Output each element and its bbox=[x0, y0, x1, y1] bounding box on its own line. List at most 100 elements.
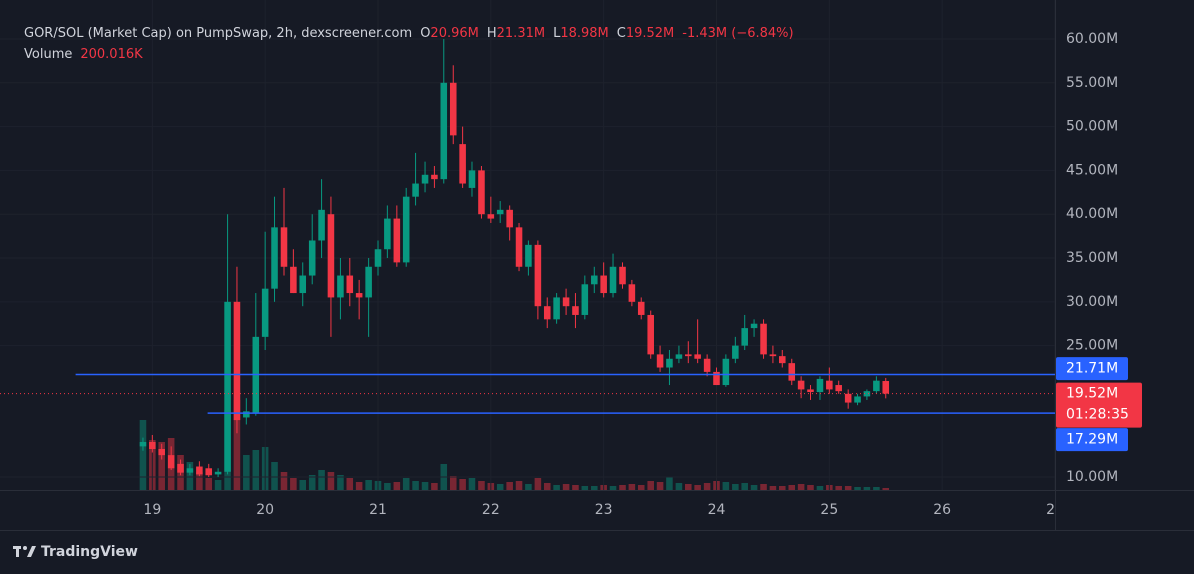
last-price-box bbox=[1056, 382, 1142, 428]
volume-bar bbox=[844, 486, 852, 490]
candle-body bbox=[280, 227, 288, 267]
x-tick-label: 22 bbox=[482, 502, 500, 518]
candle-body bbox=[299, 275, 307, 294]
candle-body bbox=[487, 214, 495, 219]
candle-body bbox=[694, 354, 701, 359]
y-tick-label: 55.00M bbox=[1066, 75, 1118, 91]
volume-bar bbox=[402, 478, 410, 490]
candle-body bbox=[543, 306, 551, 320]
candle-body bbox=[158, 448, 165, 456]
candle-body bbox=[431, 174, 438, 180]
legend-item: -1.43M (−6.84%) bbox=[682, 26, 793, 41]
volume-bar bbox=[525, 484, 532, 490]
volume-bar bbox=[468, 478, 476, 490]
volume-bar bbox=[637, 485, 645, 490]
candle-body bbox=[769, 354, 777, 357]
candle-body bbox=[675, 354, 683, 359]
volume-bar bbox=[769, 486, 777, 490]
candle-body bbox=[666, 358, 673, 368]
x-tick-label: 20 bbox=[256, 502, 274, 518]
volume-bar bbox=[581, 486, 589, 490]
candle-body bbox=[760, 323, 767, 355]
volume-bar bbox=[280, 472, 288, 490]
volume-bar bbox=[355, 482, 363, 490]
y-tick-label: 40.00M bbox=[1066, 206, 1118, 222]
candle-body bbox=[468, 170, 476, 188]
brand: TradingView bbox=[41, 544, 138, 560]
candle-body bbox=[261, 288, 269, 337]
volume-bar bbox=[327, 472, 335, 490]
volume-bar bbox=[741, 483, 748, 490]
candle-body bbox=[149, 441, 156, 449]
volume-bar bbox=[308, 475, 316, 490]
volume-bar bbox=[656, 482, 664, 490]
volume-bar bbox=[553, 485, 560, 490]
x-tick-label: 25 bbox=[820, 502, 838, 518]
candle-body bbox=[591, 275, 598, 285]
candle-body bbox=[214, 471, 222, 475]
volume-bar bbox=[139, 420, 147, 490]
candle-body bbox=[355, 293, 363, 298]
volume-bar bbox=[243, 455, 250, 490]
price-label: 21.71M bbox=[1066, 361, 1118, 377]
candle-body bbox=[685, 354, 692, 357]
volume-bar bbox=[496, 484, 504, 490]
candle-body bbox=[656, 354, 664, 368]
candle-body bbox=[826, 380, 833, 390]
volume-bar bbox=[816, 486, 824, 490]
candle-body bbox=[703, 358, 711, 372]
volume-bar bbox=[750, 485, 758, 490]
volume-bar bbox=[628, 484, 636, 490]
legend-item: O bbox=[420, 26, 430, 41]
y-tick-label: 35.00M bbox=[1066, 250, 1118, 266]
y-tick-label: 25.00M bbox=[1066, 338, 1118, 354]
candle-body bbox=[290, 266, 297, 294]
y-tick-label: 45.00M bbox=[1066, 162, 1118, 178]
volume-bar bbox=[412, 481, 419, 490]
price-label-box bbox=[1056, 428, 1128, 452]
volume-layer bbox=[139, 400, 890, 490]
legend-item: 18.98M bbox=[560, 26, 608, 41]
candle-body bbox=[647, 314, 654, 355]
candle-body bbox=[393, 218, 401, 263]
volume-bar bbox=[647, 481, 654, 490]
volume-bar bbox=[534, 478, 542, 490]
candle-body bbox=[882, 381, 890, 394]
candle-body bbox=[637, 301, 645, 315]
volume-bar bbox=[572, 485, 579, 490]
volume-bar bbox=[797, 484, 805, 490]
price-label-box bbox=[1056, 357, 1128, 381]
candle-body bbox=[506, 209, 513, 228]
candle-body bbox=[534, 244, 542, 307]
plot-layer bbox=[0, 38, 1055, 478]
volume-bar bbox=[214, 480, 222, 490]
candle-body bbox=[365, 266, 372, 298]
volume-bar bbox=[233, 400, 241, 490]
candle-body bbox=[224, 301, 231, 472]
y-axis: 10.00M 25.00M 30.00M 35.00M 40.00M 45.00M 50.0… bbox=[1056, 31, 1142, 485]
candle-body bbox=[177, 463, 184, 473]
volume-bar bbox=[703, 483, 711, 490]
candle-body bbox=[421, 174, 429, 184]
candle-body bbox=[186, 468, 194, 473]
candle-body bbox=[139, 441, 147, 447]
candle-body bbox=[600, 275, 607, 294]
volume-bar bbox=[854, 487, 861, 490]
volume-bar bbox=[788, 485, 796, 490]
candle-body bbox=[732, 345, 739, 359]
candle-body bbox=[449, 82, 457, 136]
legend-item: Volume bbox=[24, 47, 72, 62]
volume-bar bbox=[365, 480, 372, 490]
candle-body bbox=[816, 378, 824, 393]
candle-body bbox=[863, 391, 871, 397]
candle-body bbox=[779, 356, 786, 364]
volume-bar bbox=[158, 442, 165, 490]
volume-bar bbox=[478, 481, 485, 490]
x-tick-label: 27 bbox=[1046, 502, 1064, 518]
candle-body bbox=[562, 297, 570, 307]
candle-body bbox=[844, 393, 852, 403]
volume-bar bbox=[609, 486, 617, 490]
volume-bar bbox=[675, 483, 683, 490]
